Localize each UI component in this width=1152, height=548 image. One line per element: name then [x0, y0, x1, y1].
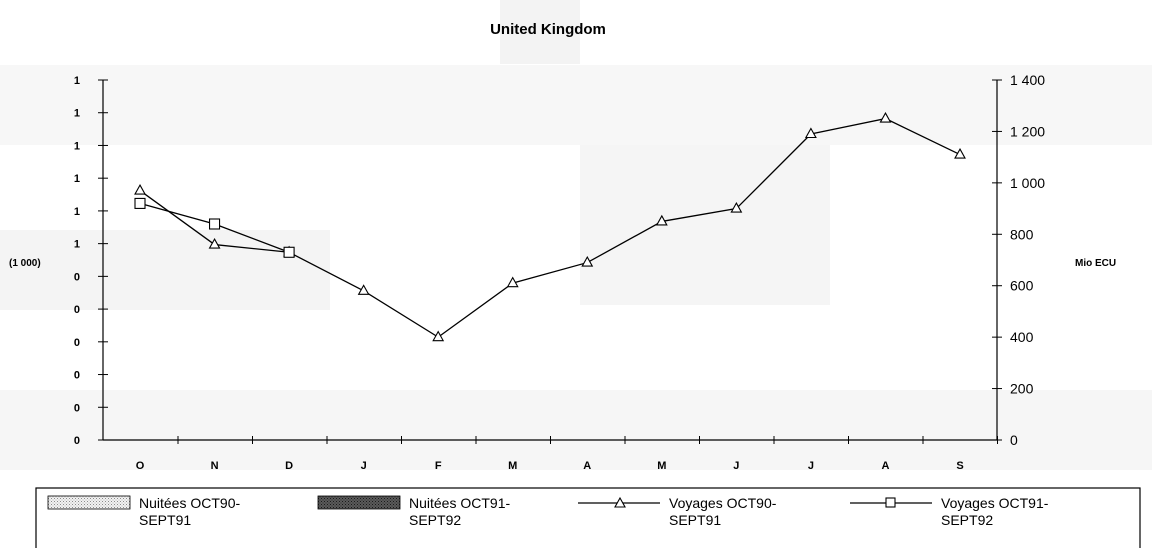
- right-tick-label: 0: [1010, 432, 1018, 448]
- series-voyages-oct90-sept91: [134, 111, 966, 342]
- x-tick-label: J: [361, 460, 367, 472]
- legend-label-voyages-9192-line2: SEPT92: [941, 512, 993, 528]
- square-point: [208, 218, 221, 230]
- triangle-point: [730, 201, 743, 213]
- legend-triangle-marker: [614, 496, 626, 508]
- legend-square-marker: [885, 497, 896, 508]
- legend-label-nuitees-9091-line1: Nuitées OCT90-: [139, 495, 240, 511]
- left-tick-label: 1: [74, 173, 80, 185]
- right-tick-label: 1 000: [1010, 175, 1045, 191]
- left-tick-label: 0: [74, 370, 80, 382]
- triangle-point: [581, 255, 594, 267]
- left-axis-ticks: 0 0 0 0 0 0 1 1 1 1 1 1: [74, 75, 108, 447]
- right-tick-label: 1 400: [1010, 72, 1045, 88]
- background-shading: [0, 0, 580, 310]
- chart-title: United Kingdom: [490, 21, 606, 38]
- right-tick-label: 400: [1010, 329, 1034, 345]
- legend-box: [35, 487, 1141, 548]
- x-tick-label: D: [285, 460, 293, 472]
- square-point: [134, 197, 146, 209]
- x-tick-label: A: [881, 460, 889, 472]
- left-tick-label: 1: [74, 239, 80, 251]
- legend-label-voyages-9192-line1: Voyages OCT91-: [941, 495, 1049, 511]
- legend-label-nuitees-9192-line2: SEPT92: [409, 512, 461, 528]
- left-tick-label: 1: [74, 75, 80, 87]
- legend-label-voyages-9091-line1: Voyages OCT90-: [669, 495, 777, 511]
- triangle-point: [954, 147, 966, 159]
- triangle-point: [655, 214, 668, 226]
- right-tick-label: 600: [1010, 278, 1034, 294]
- triangle-point: [134, 183, 146, 195]
- right-axis-ticks: 0 200 400 600 800 1 000 1 200 1 400: [992, 72, 1045, 448]
- triangle-point: [432, 330, 445, 342]
- x-tick-label: M: [657, 460, 666, 472]
- series-line: [139, 117, 961, 338]
- x-tick-label: S: [956, 460, 963, 472]
- series-layer: [134, 111, 966, 342]
- right-axis-label: Mio ECU: [1075, 258, 1116, 269]
- left-axis-label: (1 000): [9, 258, 41, 269]
- right-tick-label: 800: [1010, 226, 1034, 242]
- triangle-point: [506, 276, 519, 288]
- triangle-point: [804, 127, 817, 139]
- right-tick-label: 1 200: [1010, 123, 1045, 139]
- legend-label-voyages-9091-line2: SEPT91: [669, 512, 721, 528]
- left-tick-label: 0: [74, 337, 80, 349]
- x-tick-label: J: [808, 460, 814, 472]
- legend-swatch-nuitees-9091: [47, 495, 131, 510]
- x-tick-label: A: [583, 460, 591, 472]
- x-tick-label: O: [136, 460, 145, 472]
- x-tick-label: F: [435, 460, 442, 472]
- left-tick-label: 0: [74, 271, 80, 283]
- left-tick-label: 1: [74, 140, 80, 152]
- triangle-point: [357, 284, 370, 295]
- left-tick-label: 0: [74, 304, 80, 316]
- series-voyages-oct91-sept92: [134, 197, 295, 258]
- legend: Nuitées OCT90- SEPT91 Nuitées OCT91- SEP…: [35, 487, 1141, 548]
- x-tick-label: N: [211, 460, 219, 472]
- legend-swatch-nuitees-9192: [317, 495, 401, 510]
- left-tick-label: 1: [74, 206, 80, 218]
- left-tick-label: 0: [74, 402, 80, 414]
- left-tick-label: 0: [74, 435, 80, 447]
- left-tick-label: 1: [74, 108, 80, 120]
- right-tick-label: 200: [1010, 381, 1034, 397]
- legend-label-nuitees-9192-line1: Nuitées OCT91-: [409, 495, 510, 511]
- x-tick-label: J: [733, 460, 739, 472]
- triangle-point: [879, 111, 892, 123]
- x-tick-label: M: [508, 460, 517, 472]
- square-point: [283, 246, 295, 258]
- triangle-point: [208, 237, 221, 249]
- legend-label-nuitees-9091-line2: SEPT91: [139, 512, 191, 528]
